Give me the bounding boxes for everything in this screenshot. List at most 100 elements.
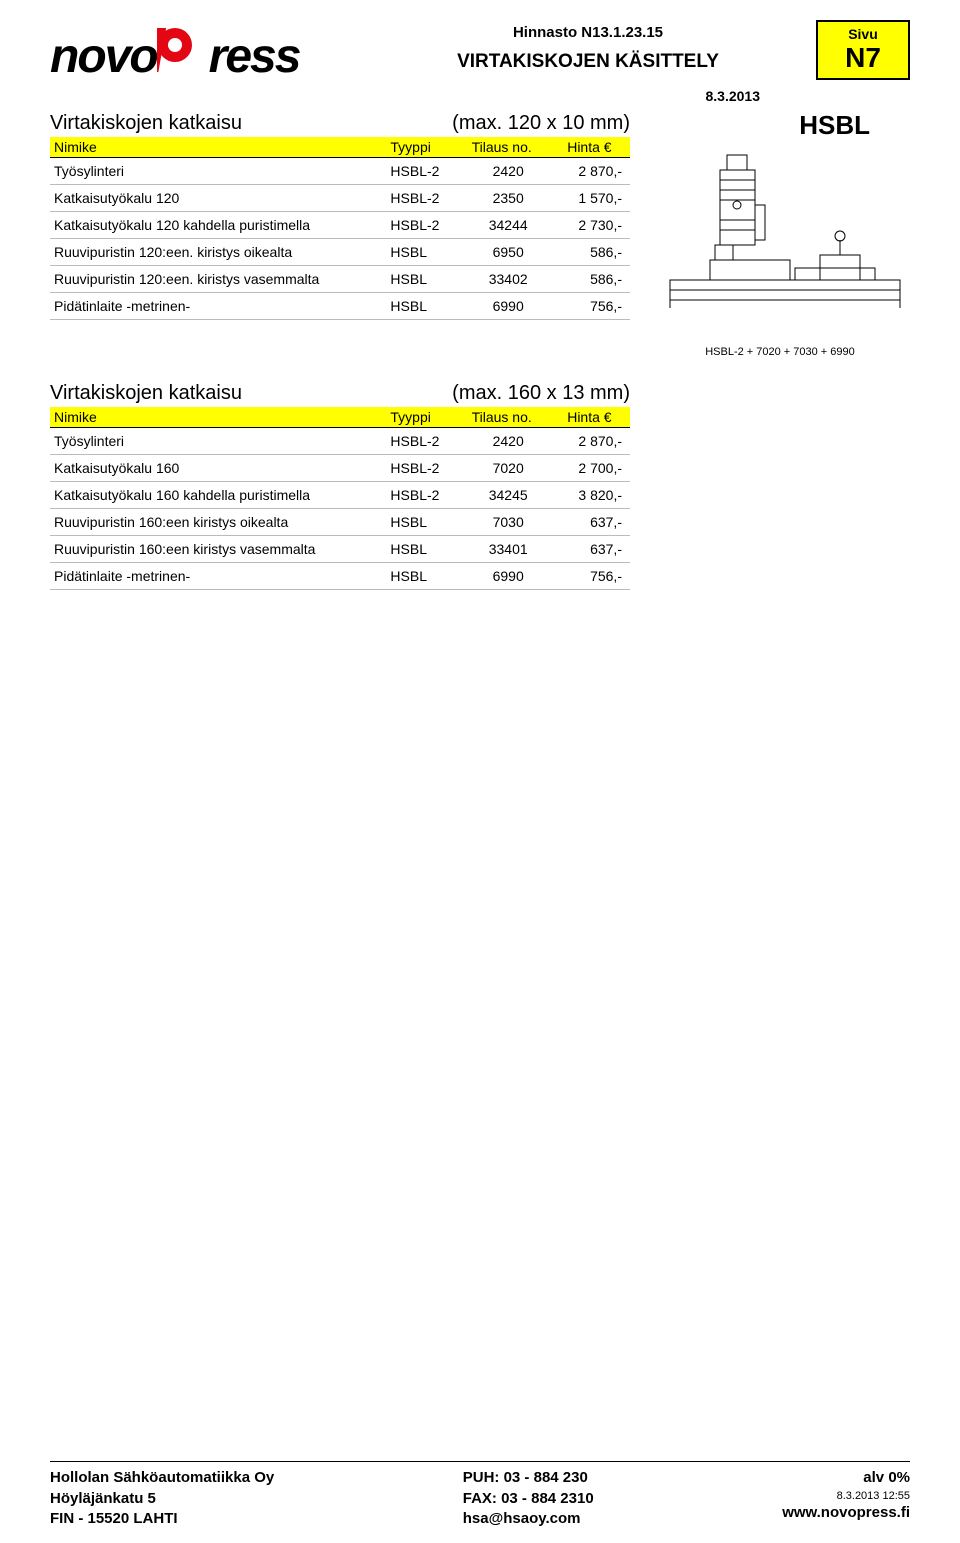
company-name: Hollolan Sähköautomatiikka Oy — [50, 1468, 274, 1488]
section-120: HSBL — [50, 110, 910, 320]
price-table-160: Nimike Tyyppi Tilaus no. Hinta € Työsyli… — [50, 407, 630, 590]
section-title: Virtakiskojen katkaisu — [50, 112, 242, 135]
sivu-label: Sivu — [818, 26, 908, 42]
cell-price: 586,- — [549, 239, 630, 266]
cell-price: 637,- — [549, 509, 630, 536]
th-name: Nimike — [50, 407, 386, 428]
cell-type: HSBL — [386, 293, 467, 320]
cell-order: 6990 — [468, 293, 549, 320]
cell-name: Ruuvipuristin 120:een. kiristys vasemmal… — [50, 266, 386, 293]
cell-type: HSBL-2 — [386, 212, 467, 239]
page-box: Sivu N7 — [816, 20, 910, 80]
cell-order: 2420 — [468, 158, 549, 185]
table-row: Pidätinlaite -metrinen-HSBL6990756,- — [50, 563, 630, 590]
cell-name: Ruuvipuristin 160:een kiristys oikealta — [50, 509, 386, 536]
cell-order: 34245 — [468, 482, 549, 509]
cell-type: HSBL — [386, 563, 467, 590]
cell-price: 2 870,- — [549, 428, 630, 455]
cell-type: HSBL-2 — [386, 428, 467, 455]
footer: Hollolan Sähköautomatiikka Oy Höyläjänka… — [50, 1461, 910, 1529]
header-center: Hinnasto N13.1.23.15 VIRTAKISKOJEN KÄSIT… — [360, 20, 816, 73]
table-row: TyösylinteriHSBL-224202 870,- — [50, 158, 630, 185]
cell-name: Katkaisutyökalu 120 kahdella puristimell… — [50, 212, 386, 239]
th-price: Hinta € — [549, 407, 630, 428]
print-timestamp: 8.3.2013 12:55 — [782, 1489, 910, 1504]
cell-name: Ruuvipuristin 160:een kiristys vasemmalt… — [50, 536, 386, 563]
cell-order: 33401 — [468, 536, 549, 563]
cell-name: Ruuvipuristin 120:een. kiristys oikealta — [50, 239, 386, 266]
footer-left: Hollolan Sähköautomatiikka Oy Höyläjänka… — [50, 1468, 274, 1529]
cell-price: 3 820,- — [549, 482, 630, 509]
table-row: Ruuvipuristin 160:een kiristys vasemmalt… — [50, 536, 630, 563]
section-spec: (max. 120 x 10 mm) — [452, 112, 630, 135]
cell-type: HSBL — [386, 266, 467, 293]
cell-type: HSBL-2 — [386, 482, 467, 509]
table-row: Ruuvipuristin 120:een. kiristys oikealta… — [50, 239, 630, 266]
section-160: Virtakiskojen katkaisu (max. 160 x 13 mm… — [50, 380, 910, 590]
th-price: Hinta € — [549, 137, 630, 158]
footer-mid: PUH: 03 - 884 230 FAX: 03 - 884 2310 hsa… — [463, 1468, 594, 1529]
table-row: Katkaisutyökalu 160 kahdella puristimell… — [50, 482, 630, 509]
cell-type: HSBL — [386, 509, 467, 536]
website: www.novopress.fi — [782, 1503, 910, 1523]
vat: alv 0% — [782, 1468, 910, 1488]
cell-price: 2 730,- — [549, 212, 630, 239]
page: novo ress Hinnasto N13.1.23.15 VIRTAKISK… — [0, 0, 960, 1543]
section-spec: (max. 160 x 13 mm) — [452, 382, 630, 405]
section-title-row: Virtakiskojen katkaisu (max. 120 x 10 mm… — [50, 110, 630, 137]
cell-name: Katkaisutyökalu 160 — [50, 455, 386, 482]
cell-name: Työsylinteri — [50, 158, 386, 185]
th-order: Tilaus no. — [468, 137, 549, 158]
th-order: Tilaus no. — [468, 407, 549, 428]
cell-order: 6950 — [468, 239, 549, 266]
th-type: Tyyppi — [386, 137, 467, 158]
logo: novo ress — [50, 20, 360, 75]
cell-type: HSBL — [386, 239, 467, 266]
section-title-row: Virtakiskojen katkaisu (max. 160 x 13 mm… — [50, 380, 630, 407]
cell-price: 586,- — [549, 266, 630, 293]
th-name: Nimike — [50, 137, 386, 158]
email: hsa@hsaoy.com — [463, 1509, 594, 1529]
cell-order: 7030 — [468, 509, 549, 536]
doc-date: 8.3.2013 — [50, 88, 910, 104]
cell-price: 1 570,- — [549, 185, 630, 212]
cell-order: 33402 — [468, 266, 549, 293]
cell-type: HSBL — [386, 536, 467, 563]
cell-name: Pidätinlaite -metrinen- — [50, 293, 386, 320]
cell-type: HSBL-2 — [386, 455, 467, 482]
cell-name: Katkaisutyökalu 160 kahdella puristimell… — [50, 482, 386, 509]
cell-order: 2350 — [468, 185, 549, 212]
cell-type: HSBL-2 — [386, 158, 467, 185]
model-label: HSBL — [799, 110, 870, 141]
cell-price: 756,- — [549, 293, 630, 320]
price-table-120: Nimike Tyyppi Tilaus no. Hinta € Työsyli… — [50, 137, 630, 320]
figure-caption: HSBL-2 + 7020 + 7030 + 6990 — [650, 346, 910, 358]
cell-order: 7020 — [468, 455, 549, 482]
cell-price: 756,- — [549, 563, 630, 590]
cell-price: 2 700,- — [549, 455, 630, 482]
cell-price: 637,- — [549, 536, 630, 563]
cell-name: Työsylinteri — [50, 428, 386, 455]
table-row: Pidätinlaite -metrinen-HSBL6990756,- — [50, 293, 630, 320]
table-row: Katkaisutyökalu 160HSBL-270202 700,- — [50, 455, 630, 482]
machine-illustration-icon — [660, 150, 910, 330]
header: novo ress Hinnasto N13.1.23.15 VIRTAKISK… — [50, 20, 910, 80]
company-street: Höyläjänkatu 5 — [50, 1489, 274, 1509]
company-city: FIN - 15520 LAHTI — [50, 1509, 274, 1529]
cell-name: Pidätinlaite -metrinen- — [50, 563, 386, 590]
cell-order: 6990 — [468, 563, 549, 590]
cell-order: 2420 — [468, 428, 549, 455]
hinnasto-id: Hinnasto N13.1.23.15 — [360, 24, 816, 41]
th-type: Tyyppi — [386, 407, 467, 428]
logo-word1: novo — [50, 29, 157, 84]
fax: FAX: 03 - 884 2310 — [463, 1489, 594, 1509]
cell-order: 34244 — [468, 212, 549, 239]
phone: PUH: 03 - 884 230 — [463, 1468, 594, 1488]
logo-word2: ress — [209, 29, 300, 84]
footer-right: alv 0% 8.3.2013 12:55 www.novopress.fi — [782, 1468, 910, 1529]
cell-name: Katkaisutyökalu 120 — [50, 185, 386, 212]
doc-title: VIRTAKISKOJEN KÄSITTELY — [360, 51, 816, 73]
page-number: N7 — [818, 44, 908, 72]
table-row: Ruuvipuristin 160:een kiristys oikealtaH… — [50, 509, 630, 536]
logo-letter-p-icon — [157, 23, 209, 75]
